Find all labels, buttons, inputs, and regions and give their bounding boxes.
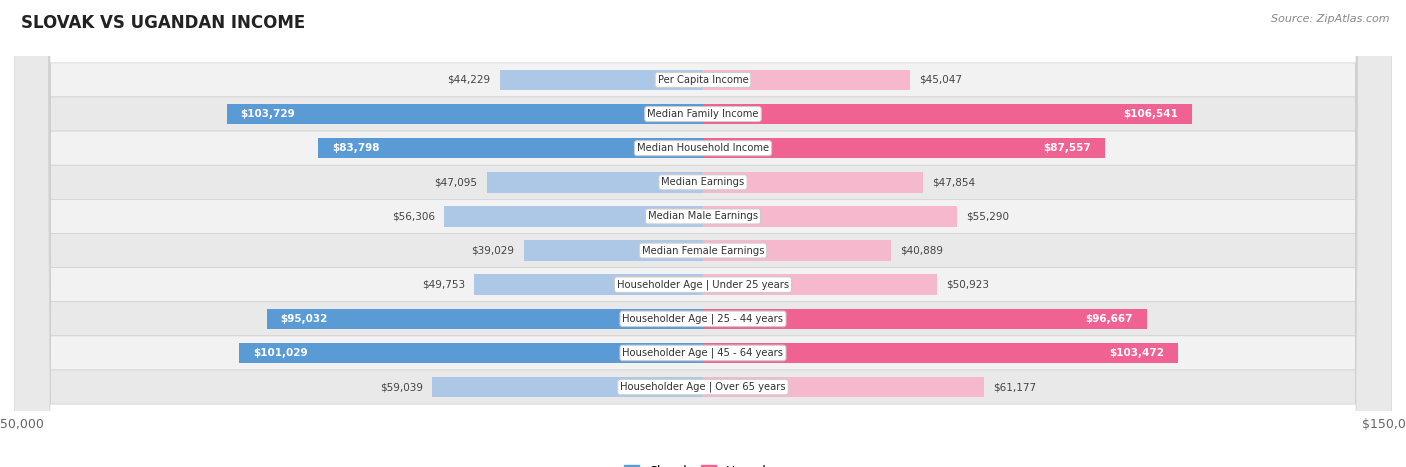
Text: $59,039: $59,039 (380, 382, 423, 392)
Text: $106,541: $106,541 (1123, 109, 1178, 119)
Bar (703, 104, 1192, 124)
Text: Householder Age | Under 25 years: Householder Age | Under 25 years (617, 279, 789, 290)
Text: $96,667: $96,667 (1085, 314, 1133, 324)
Text: $101,029: $101,029 (253, 348, 308, 358)
Text: SLOVAK VS UGANDAN INCOME: SLOVAK VS UGANDAN INCOME (21, 14, 305, 32)
Text: $39,029: $39,029 (471, 246, 515, 255)
Bar (239, 343, 703, 363)
Text: Median Household Income: Median Household Income (637, 143, 769, 153)
FancyBboxPatch shape (14, 0, 1392, 467)
Text: $56,306: $56,306 (392, 212, 436, 221)
Text: $103,729: $103,729 (240, 109, 295, 119)
Text: $50,923: $50,923 (946, 280, 988, 290)
Bar (267, 309, 703, 329)
Bar (703, 377, 984, 397)
FancyBboxPatch shape (14, 0, 1392, 467)
Bar (703, 275, 936, 295)
Text: Median Earnings: Median Earnings (661, 177, 745, 187)
Bar (703, 241, 891, 261)
Text: Householder Age | Over 65 years: Householder Age | Over 65 years (620, 382, 786, 392)
Bar (703, 206, 957, 226)
Text: $83,798: $83,798 (332, 143, 380, 153)
Bar (501, 70, 703, 90)
FancyBboxPatch shape (14, 0, 1392, 467)
Text: $40,889: $40,889 (900, 246, 943, 255)
Text: $47,854: $47,854 (932, 177, 976, 187)
Bar (486, 172, 703, 192)
Text: $47,095: $47,095 (434, 177, 478, 187)
Bar (703, 138, 1105, 158)
Text: $49,753: $49,753 (422, 280, 465, 290)
Text: $87,557: $87,557 (1043, 143, 1091, 153)
Text: $61,177: $61,177 (993, 382, 1036, 392)
Text: $55,290: $55,290 (966, 212, 1010, 221)
Text: Householder Age | 45 - 64 years: Householder Age | 45 - 64 years (623, 348, 783, 358)
Text: Median Male Earnings: Median Male Earnings (648, 212, 758, 221)
Bar (703, 172, 922, 192)
Bar (226, 104, 703, 124)
Bar (474, 275, 703, 295)
Bar (703, 70, 910, 90)
Text: $44,229: $44,229 (447, 75, 491, 85)
FancyBboxPatch shape (14, 0, 1392, 467)
FancyBboxPatch shape (14, 0, 1392, 467)
Legend: Slovak, Ugandan: Slovak, Ugandan (619, 460, 787, 467)
Text: Per Capita Income: Per Capita Income (658, 75, 748, 85)
FancyBboxPatch shape (14, 0, 1392, 467)
Text: $103,472: $103,472 (1109, 348, 1164, 358)
Bar (444, 206, 703, 226)
Bar (703, 343, 1178, 363)
FancyBboxPatch shape (14, 0, 1392, 467)
Text: Median Female Earnings: Median Female Earnings (641, 246, 765, 255)
Bar (318, 138, 703, 158)
Text: Source: ZipAtlas.com: Source: ZipAtlas.com (1271, 14, 1389, 24)
FancyBboxPatch shape (14, 0, 1392, 467)
Text: $45,047: $45,047 (920, 75, 962, 85)
Text: Householder Age | 25 - 44 years: Householder Age | 25 - 44 years (623, 313, 783, 324)
Bar (703, 309, 1147, 329)
Text: $95,032: $95,032 (280, 314, 328, 324)
FancyBboxPatch shape (14, 0, 1392, 467)
FancyBboxPatch shape (14, 0, 1392, 467)
Bar (524, 241, 703, 261)
Bar (432, 377, 703, 397)
Text: Median Family Income: Median Family Income (647, 109, 759, 119)
